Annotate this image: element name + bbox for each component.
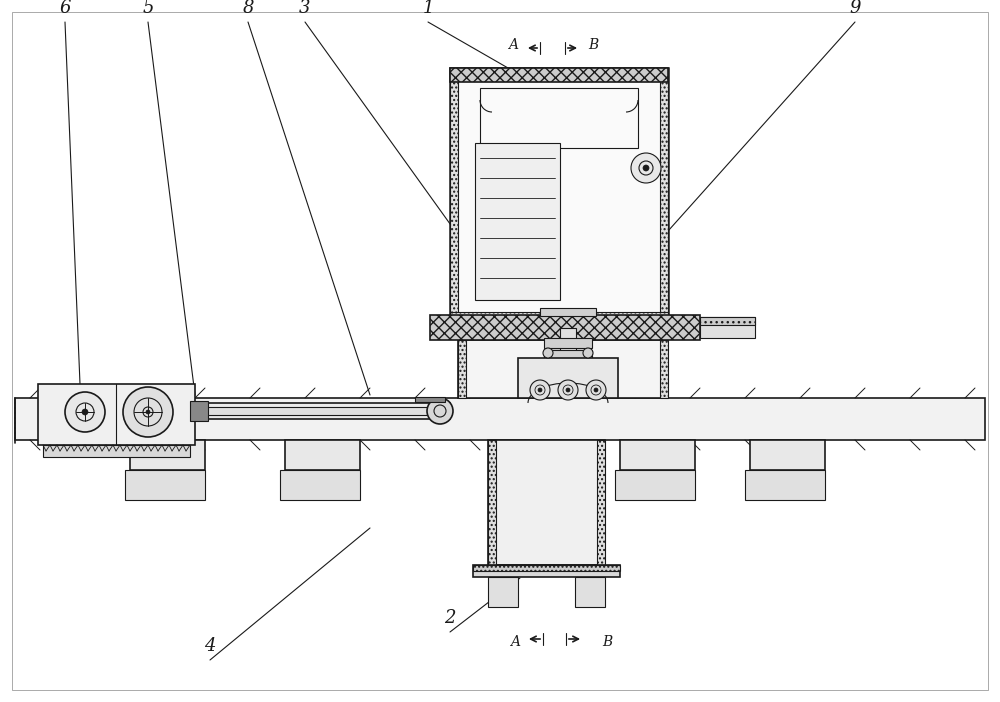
Bar: [285, 440, 360, 470]
Circle shape: [586, 380, 606, 400]
Bar: [488, 577, 518, 607]
Bar: [190, 401, 208, 421]
Bar: [488, 440, 605, 565]
Text: 2: 2: [444, 609, 456, 627]
Text: 3: 3: [299, 0, 311, 17]
Bar: [700, 317, 755, 325]
Circle shape: [146, 410, 150, 414]
Bar: [43, 445, 190, 457]
Bar: [458, 340, 466, 398]
Bar: [750, 440, 825, 470]
Bar: [415, 397, 445, 402]
Circle shape: [123, 387, 173, 437]
Text: A: A: [508, 38, 518, 52]
Bar: [430, 315, 700, 340]
Circle shape: [82, 409, 88, 415]
Bar: [450, 68, 668, 320]
Bar: [660, 68, 668, 320]
Circle shape: [566, 388, 570, 392]
Circle shape: [631, 153, 661, 183]
Bar: [190, 403, 450, 419]
Circle shape: [643, 165, 649, 171]
Circle shape: [427, 398, 453, 424]
Bar: [540, 308, 596, 316]
Bar: [475, 143, 560, 300]
Bar: [575, 577, 605, 607]
Text: 6: 6: [59, 0, 71, 17]
Bar: [544, 338, 592, 348]
Bar: [518, 358, 618, 398]
Bar: [450, 68, 458, 320]
Circle shape: [594, 388, 598, 392]
Bar: [205, 407, 435, 415]
Bar: [540, 380, 596, 388]
Text: B: B: [588, 38, 598, 52]
Bar: [548, 348, 588, 350]
Bar: [450, 68, 668, 82]
Text: 8: 8: [242, 0, 254, 17]
Bar: [450, 68, 668, 76]
Text: 4: 4: [204, 637, 216, 655]
Bar: [544, 350, 592, 360]
Bar: [597, 440, 605, 565]
Bar: [473, 565, 620, 571]
Bar: [560, 328, 576, 370]
Bar: [280, 470, 360, 500]
Bar: [615, 470, 695, 500]
Bar: [125, 470, 205, 500]
Bar: [458, 76, 660, 312]
Bar: [700, 317, 755, 338]
Circle shape: [543, 348, 553, 358]
Text: 1: 1: [422, 0, 434, 17]
Bar: [450, 312, 668, 320]
Bar: [130, 440, 205, 470]
Text: 9: 9: [849, 0, 861, 17]
Circle shape: [538, 388, 542, 392]
Text: 5: 5: [142, 0, 154, 17]
Bar: [38, 384, 195, 445]
Circle shape: [65, 392, 105, 432]
Bar: [15, 398, 985, 440]
Bar: [620, 440, 695, 470]
Circle shape: [558, 380, 578, 400]
Bar: [480, 88, 638, 148]
Bar: [473, 565, 620, 577]
Bar: [488, 440, 496, 565]
Circle shape: [583, 348, 593, 358]
Text: A: A: [510, 635, 520, 649]
Bar: [458, 340, 668, 398]
Bar: [745, 470, 825, 500]
Bar: [660, 340, 668, 398]
Text: B: B: [602, 635, 612, 649]
Circle shape: [530, 380, 550, 400]
